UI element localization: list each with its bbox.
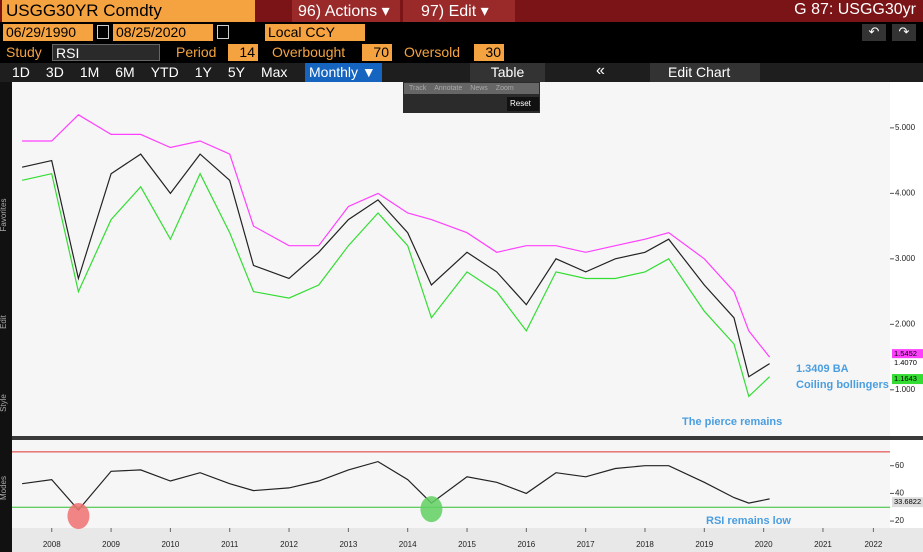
overbought-input[interactable]: 70 <box>362 44 392 61</box>
series-line <box>22 460 770 511</box>
annotation: 1.3409 BA <box>796 363 849 375</box>
last-value-label: 33.6822 <box>894 497 921 506</box>
x-tick-label: 2016 <box>517 540 535 549</box>
period-button[interactable]: Max <box>260 64 288 80</box>
x-tick-label: 2017 <box>577 540 595 549</box>
y-tick-label: 4.000 <box>895 188 916 197</box>
x-tick-label: 2015 <box>458 540 476 549</box>
frequency-select[interactable]: Monthly ▼ <box>305 63 382 82</box>
y-tick-label: 1.000 <box>895 385 916 394</box>
reset-button[interactable]: Reset <box>507 97 539 111</box>
annotation: Coiling bollingers <box>796 379 889 391</box>
x-tick-label: 2014 <box>399 540 417 549</box>
series-line <box>21 172 771 398</box>
rsi-panel <box>12 440 890 528</box>
last-value-label: 1.4070 <box>894 358 917 367</box>
x-tick-label: 2009 <box>102 540 120 549</box>
popup-item[interactable]: Zoom <box>495 85 514 92</box>
period-button[interactable]: 1D <box>12 64 30 80</box>
period-button[interactable]: 1M <box>79 64 100 80</box>
oversold-label: Oversold <box>404 44 461 60</box>
last-value-box <box>892 358 923 369</box>
y-tick-label: 60 <box>895 461 904 470</box>
undo-button[interactable]: ↶ <box>862 24 886 41</box>
annotation: The pierce remains <box>682 416 782 428</box>
x-tick-label: 2018 <box>636 540 654 549</box>
redo-button[interactable]: ↷ <box>892 24 916 41</box>
ticker[interactable]: USGG30YR Comdty <box>2 0 255 22</box>
x-tick-label: 2008 <box>43 540 61 549</box>
study-label: Study <box>6 44 42 60</box>
last-value-box <box>892 349 923 360</box>
x-tick-label: 2010 <box>161 540 179 549</box>
last-value-label: 1.1643 <box>894 374 917 383</box>
popup-item[interactable]: News <box>470 85 488 92</box>
period-button[interactable]: YTD <box>150 64 179 80</box>
start-date[interactable]: 06/29/1990 <box>3 24 93 41</box>
rsi-axis <box>890 440 923 528</box>
overbought-label: Overbought <box>272 44 346 60</box>
edit-menu[interactable]: 97) Edit ▾ <box>403 0 515 22</box>
x-tick-label: 2011 <box>221 540 239 549</box>
x-tick-label: 2022 <box>864 540 882 549</box>
table-button[interactable]: Table <box>470 63 545 82</box>
study-select[interactable]: RSI <box>52 44 160 61</box>
x-tick-label: 2013 <box>339 540 357 549</box>
x-tick-label: 2020 <box>755 540 773 549</box>
collapse-button[interactable]: « <box>596 62 605 79</box>
period-button[interactable]: 6M <box>115 64 135 80</box>
x-tick-label: 2019 <box>695 540 713 549</box>
calendar-icon[interactable] <box>97 25 109 39</box>
oversold-input[interactable]: 30 <box>474 44 504 61</box>
popup-item[interactable]: Track <box>409 85 427 92</box>
y-tick-label: 3.000 <box>895 254 916 263</box>
calendar-icon[interactable] <box>217 25 229 39</box>
currency[interactable]: Local CCY <box>265 24 365 41</box>
x-tick-label: 2012 <box>280 540 298 549</box>
last-value-label: 1.5452 <box>894 349 917 358</box>
last-value-box <box>892 374 923 385</box>
period-label: Period <box>176 44 217 60</box>
actions-menu[interactable]: 96) Actions ▾ <box>292 0 400 22</box>
period-input[interactable]: 14 <box>228 44 258 61</box>
last-value-box <box>892 497 923 508</box>
period-buttons: 1D 3D 1M 6M YTD 1Y 5Y Max <box>4 63 295 82</box>
y-tick-label: 5.000 <box>895 123 916 132</box>
highlight-circle <box>67 503 90 530</box>
period-button[interactable]: 5Y <box>227 64 245 80</box>
y-tick-label: 2.000 <box>895 319 916 328</box>
side-toolbar <box>0 82 12 552</box>
end-date[interactable]: 08/25/2020 <box>113 24 213 41</box>
highlight-circle <box>420 496 443 523</box>
edit-chart-button[interactable]: Edit Chart <box>650 63 760 82</box>
x-tick-label: 2021 <box>814 540 832 549</box>
chart-popup: Track Annotate News Zoom Reset <box>403 82 540 113</box>
series-line <box>22 114 771 358</box>
y-tick-label: 40 <box>895 489 904 498</box>
panel-divider <box>12 436 923 440</box>
page-code: G 87: USGG30yr <box>794 1 916 18</box>
popup-item[interactable]: Annotate <box>434 85 463 92</box>
annotation: RSI remains low <box>706 515 791 527</box>
y-tick-label: 20 <box>895 516 904 525</box>
series-line <box>21 153 770 378</box>
popup-items: Track Annotate News Zoom <box>404 83 539 94</box>
period-button[interactable]: 1Y <box>194 64 212 80</box>
period-button[interactable]: 3D <box>45 64 64 80</box>
